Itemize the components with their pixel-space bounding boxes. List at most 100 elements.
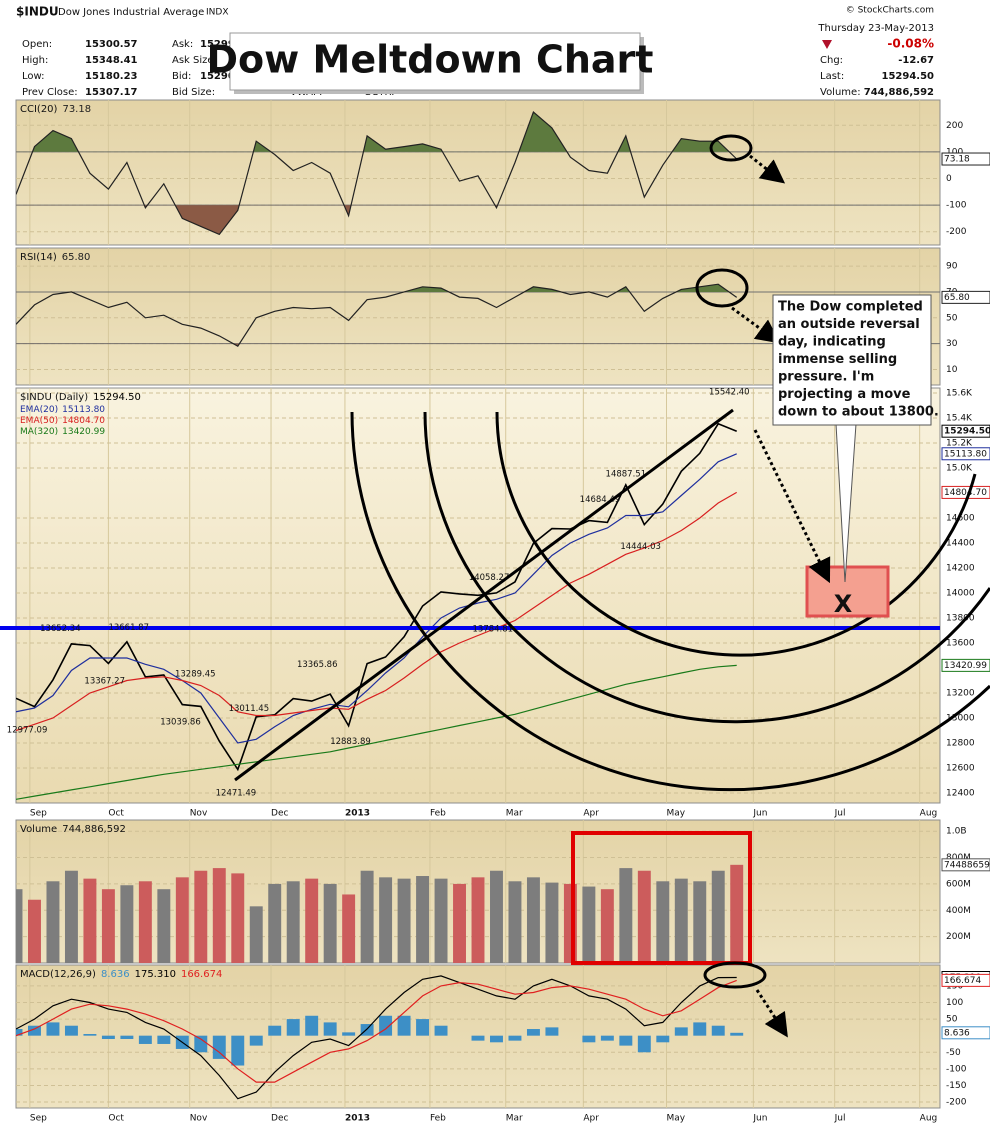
y-tick-label: 90: [946, 262, 958, 272]
field-value: 15307.17: [85, 87, 138, 98]
bar: [471, 877, 485, 963]
price-annotation: 12471.49: [216, 789, 257, 799]
value-tag-label: 744886592: [944, 860, 990, 870]
dotted-arrow: [753, 429, 831, 584]
y-tick-label: -200: [946, 227, 967, 237]
field-label: Chg:: [820, 55, 843, 66]
bar: [16, 1029, 23, 1036]
y-tick-label: 15.0K: [946, 464, 973, 474]
bar: [656, 881, 670, 963]
y-tick-label: -100: [946, 201, 967, 211]
bar: [508, 881, 522, 963]
date: Thursday 23-May-2013: [817, 23, 934, 34]
field-label: Last:: [820, 71, 844, 82]
legend-value: 13420.99: [62, 427, 105, 437]
price-annotation: 15542.40: [709, 388, 750, 398]
bar: [693, 881, 707, 963]
bar: [305, 878, 319, 963]
bar: [231, 1035, 245, 1066]
bar: [212, 1035, 226, 1059]
x-tick-label: Aug: [920, 809, 938, 819]
price-annotation: 12977.09: [7, 725, 48, 735]
bar: [194, 1035, 208, 1053]
bar: [323, 1022, 337, 1036]
value-tag-label: 8.636: [944, 1028, 970, 1038]
legend-name: MA(320): [20, 427, 58, 437]
bar: [526, 1029, 540, 1036]
legend-entry: EMA(50) 14804.70: [20, 416, 105, 426]
bar: [582, 886, 596, 963]
last-value: 65.80: [62, 252, 91, 263]
panel-title: CCI(20): [20, 104, 58, 115]
callout-line: The Dow completed: [778, 300, 923, 315]
callout-box: [772, 294, 932, 426]
volume-highlight: [571, 831, 752, 965]
x-tick-label: Mar: [506, 1114, 523, 1124]
bar: [46, 1022, 60, 1036]
y-tick-label: 15.4K: [946, 414, 973, 424]
x-tick-label: Dec: [271, 1114, 288, 1124]
bar: [416, 876, 430, 963]
bar: [342, 894, 356, 963]
series-layer: [16, 283, 738, 347]
callout-line: day, indicating: [778, 335, 886, 350]
bar: [693, 1022, 707, 1036]
bar: [674, 1027, 688, 1036]
callout-text: The Dow completed an outside reversal day,…: [778, 300, 939, 420]
value-tag-label: 166.674: [944, 976, 981, 986]
series-line: [16, 664, 737, 800]
fan-lines: [234, 408, 990, 792]
bar: [138, 881, 152, 963]
x-tick-label: Apr: [583, 1114, 599, 1124]
x-tick-label: Oct: [108, 1114, 124, 1124]
last-value: 166.674: [181, 969, 222, 980]
bar: [656, 1035, 670, 1043]
value-tag-label: 15113.80: [944, 449, 987, 459]
y-tick-label: 12800: [946, 739, 975, 749]
price-annotation: 13367.27: [84, 677, 125, 687]
last-value: 15294.50: [93, 392, 141, 403]
legend-entry: MA(320) 13420.99: [20, 427, 105, 437]
bar: [83, 878, 97, 963]
y-tick-label: -50: [946, 1048, 961, 1058]
bar: [730, 864, 744, 963]
panel-label: MACD(12,26,9) 8.636 175.310 166.674: [20, 969, 222, 980]
fan-arc: [350, 411, 990, 792]
bar: [231, 873, 245, 963]
price-annotation: 13365.86: [297, 660, 338, 670]
value-tag: [941, 1026, 990, 1040]
y-tick-label: 400M: [946, 906, 971, 916]
bar: [323, 883, 337, 963]
y-tick-label: 200: [946, 121, 963, 131]
legend-entry: EMA(20) 15113.80: [20, 405, 105, 415]
change-percent: -0.08%: [887, 37, 934, 51]
x-tick-label: 2013: [345, 809, 370, 819]
value-tag: [941, 290, 990, 304]
price-annotation: 13784.81: [473, 624, 514, 634]
y-tick-label: 15.6K: [946, 389, 973, 399]
bar: [64, 870, 78, 963]
panel: 15.6K 15.4K 15.2K 15.0K 14600 14400 14200 14000…: [0, 387, 990, 819]
callout-line: down to about 13800.: [778, 405, 939, 420]
panel-title: MACD(12,26,9): [20, 969, 96, 980]
bar: [434, 1025, 448, 1036]
field-value: -12.67: [898, 55, 934, 66]
y-tick-label: 13200: [946, 689, 975, 699]
bar: [286, 1019, 300, 1036]
y-tick-label: 13600: [946, 639, 975, 649]
bar: [490, 1035, 503, 1043]
highlight-ellipse: [709, 134, 753, 162]
price-annotation: 13289.45: [175, 669, 216, 679]
field-label: Ask Size:: [172, 55, 217, 66]
bar: [637, 1035, 651, 1053]
x-tick-label: Jun: [752, 1114, 767, 1124]
panel-label: $INDU (Daily) 15294.50: [20, 392, 141, 403]
bar: [711, 870, 725, 963]
bar: [249, 906, 263, 963]
dotted-arrow: [731, 306, 781, 344]
y-tick-label: -150: [946, 1081, 967, 1091]
x-tick-label: Aug: [920, 1114, 938, 1124]
x-tick-label: Nov: [190, 809, 208, 819]
bar: [286, 881, 300, 963]
